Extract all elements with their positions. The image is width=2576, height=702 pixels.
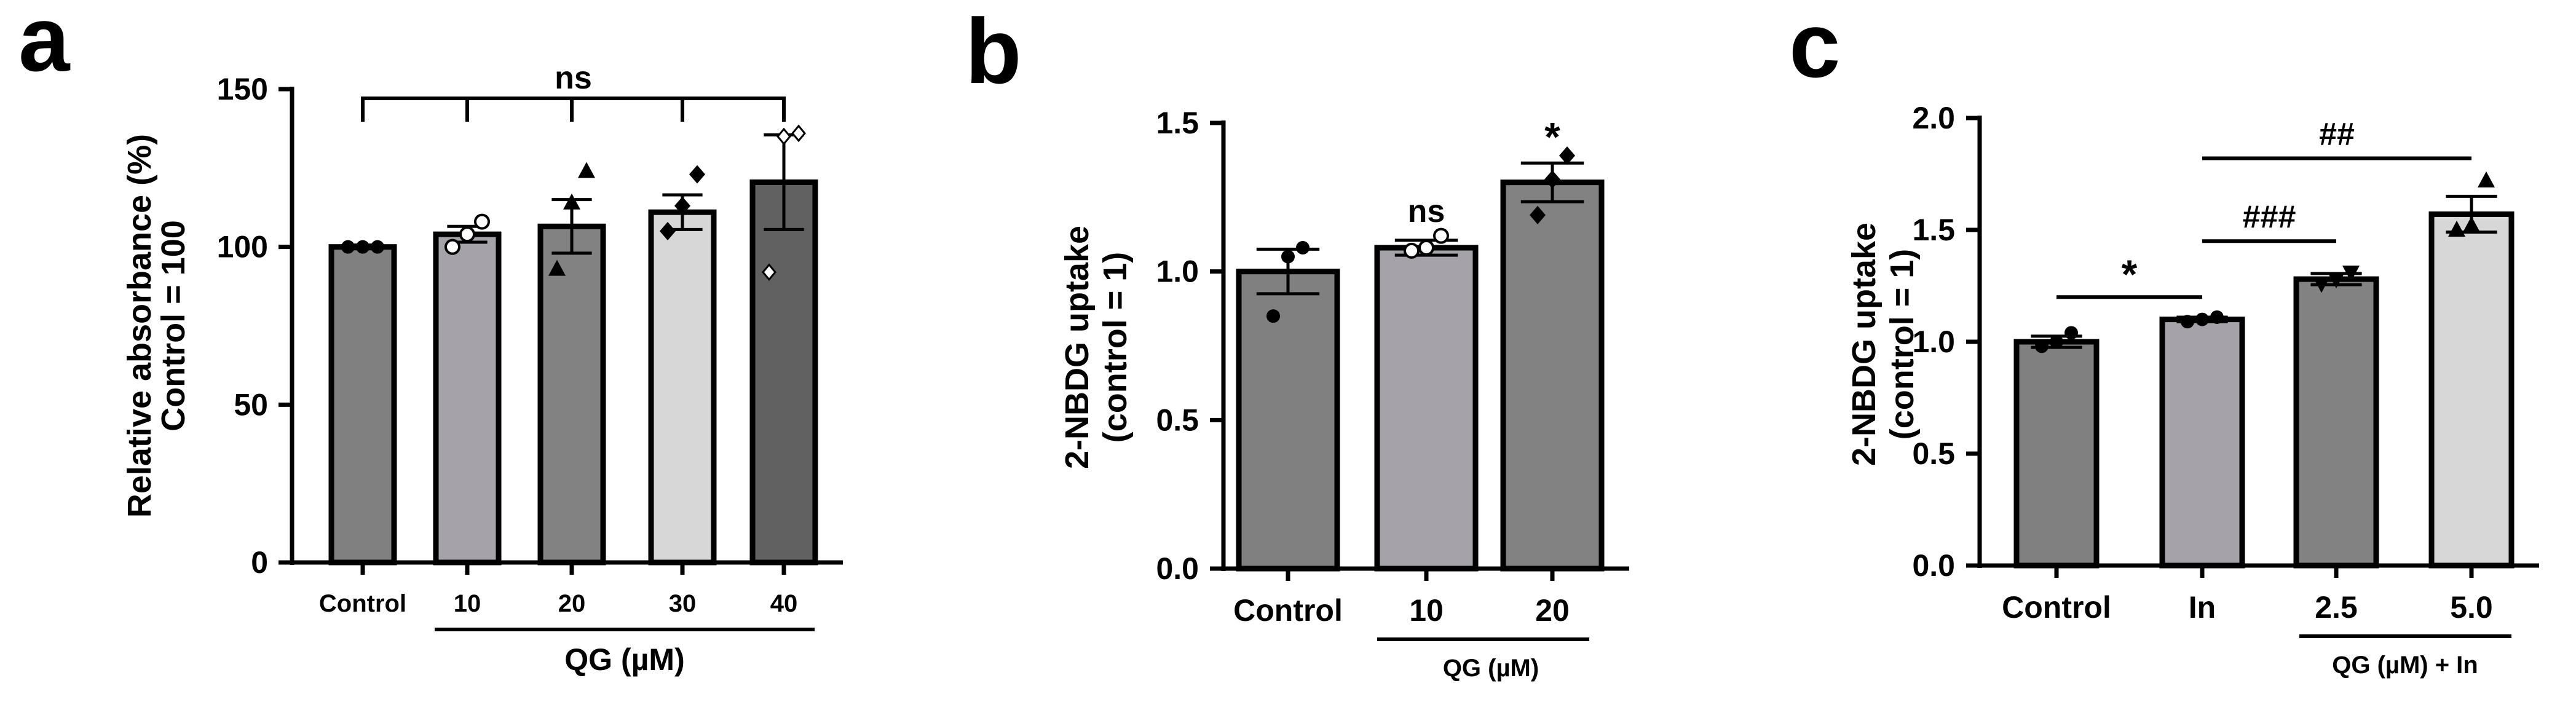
y-axis-label-line1: Relative absorbance (%) [121,134,158,518]
category-label-0: Control [2002,590,2111,625]
data-point-0-2 [371,240,384,254]
y-tick-label: 2.0 [1912,101,1955,135]
data-point-2-0 [1530,205,1546,224]
data-point-3-1 [2463,216,2480,232]
data-point-3-0 [660,222,676,240]
y-tick-label: 1.0 [1156,254,1199,289]
bar-4 [749,179,818,566]
bar-2 [2293,276,2379,569]
data-point-1-1 [459,226,475,243]
data-point-3-1 [674,196,690,215]
category-label-1: 10 [1409,593,1444,628]
data-point-1-1 [1418,240,1434,256]
data-point-1-0 [2181,315,2194,329]
bar-0 [1236,269,1340,572]
data-point-4-0 [762,263,776,282]
panel-letter-c: c [1789,0,1840,97]
significance-label-2: ## [2319,117,2355,152]
y-tick-label: 150 [217,72,268,106]
data-point-4-1 [776,127,791,146]
data-point-2-1 [1544,170,1560,189]
data-point-3-0 [2448,221,2465,237]
y-tick-label: 1.5 [1156,106,1199,140]
data-point-1-2 [2210,310,2224,324]
group-label: QG (µM) + In [2332,652,2478,679]
data-point-1-0 [1404,242,1420,259]
significance-label-2: * [1544,114,1560,159]
category-label-2: 20 [1535,593,1570,628]
y-axis-label: 2-NBDG uptake (control = 1) [1059,226,1134,469]
y-tick-label: 0.5 [1156,403,1199,437]
y-tick-label: 0.5 [1912,436,1955,471]
bar-1 [1374,245,1479,572]
y-axis-label: 2-NBDG uptake (control = 1) [1846,223,1921,466]
category-label-2: 20 [558,590,586,617]
category-label-1: 10 [454,590,481,617]
y-tick-label: 50 [234,387,268,422]
data-point-2-1 [563,193,580,210]
category-label-4: 40 [770,590,798,617]
bar-3 [648,209,717,566]
panel-letter-b: b [965,0,1022,103]
data-point-0-2 [1296,241,1310,254]
panel-letter-a: a [18,0,71,90]
y-tick-label: 0.0 [1912,548,1955,583]
category-label-2: 2.5 [2315,590,2358,625]
y-tick-label: 1.5 [1912,213,1955,247]
y-axis-label-line1: 2-NBDG uptake [1846,223,1883,466]
significance-label-1: ### [2243,199,2296,235]
data-point-1-0 [444,239,460,255]
significance-label-ns: ns [555,60,592,96]
group-label: QG (µM) [1443,655,1539,682]
data-point-1-2 [474,213,490,230]
bar-2 [1500,179,1605,572]
bar-1 [2159,317,2245,569]
y-axis-label-line2: (control = 1) [1097,252,1134,443]
data-point-0-1 [1281,250,1295,264]
significance-label-0: * [2122,251,2138,297]
category-label-1: In [2189,590,2216,625]
data-point-0-2 [2064,326,2078,340]
bar-1 [433,231,502,566]
data-point-0-1 [356,240,369,254]
data-point-2-0 [548,259,566,276]
data-point-0-0 [341,240,355,254]
y-axis-label-line2: Control = 100 [155,220,192,432]
data-point-2-0 [2313,277,2330,293]
bar-2 [537,223,606,566]
y-tick-label: 0 [251,545,268,580]
data-point-3-2 [2478,171,2495,187]
panel-b: 0.0 0.5 1.0 1.5 2-NBDG uptake (control = 1) Co… [1059,106,1629,682]
y-axis-label-line2: (control = 1) [1884,249,1921,440]
data-point-1-2 [1433,227,1449,244]
data-point-1-1 [2195,312,2209,326]
y-axis-label: Relative absorbance (%)Control = 100 [121,134,192,518]
y-tick-label: 0.0 [1156,551,1199,586]
data-point-0-0 [2035,339,2049,353]
significance-label-1: ns [1408,194,1445,229]
category-label-0: Control [1233,593,1343,628]
category-label-0: Control [319,590,406,617]
bar-0 [2013,339,2100,569]
bar-3 [2428,211,2515,569]
data-point-0-0 [1266,309,1280,323]
category-label-3: 30 [669,590,697,617]
data-point-4-2 [791,124,806,143]
panel-c: 0.0 0.5 1.0 1.5 2.0 2-NBDG uptake (control = 1… [1846,101,2539,679]
category-label-3: 5.0 [2450,590,2493,625]
y-tick-label: 100 [217,230,268,264]
panel-a: 0 50 100 150 Relative absorbance (%)Control … [121,60,843,677]
data-point-3-2 [689,165,705,184]
y-axis-label-line1: 2-NBDG uptake [1059,226,1096,469]
data-point-2-1 [2328,272,2345,289]
data-point-0-1 [2050,335,2063,349]
bar-0 [328,244,397,566]
data-point-2-2 [1559,146,1575,165]
group-label: QG (µM) [564,642,684,677]
data-point-2-2 [2342,266,2360,282]
y-tick-label: 1.0 [1912,325,1955,359]
data-point-2-2 [578,162,595,178]
